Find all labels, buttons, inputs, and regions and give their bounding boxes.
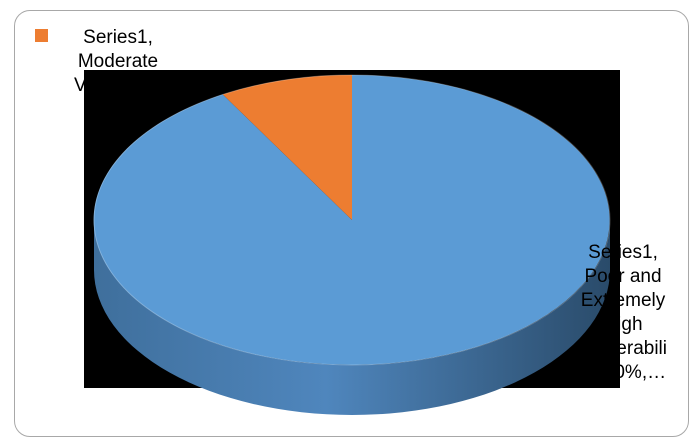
pie-top-rim — [93, 74, 611, 366]
data-label-high-vulnerability: Series1, Poor and Extremely High Vulnera… — [578, 242, 667, 383]
legend-marker-series1 — [35, 29, 48, 42]
pie-side — [94, 220, 610, 415]
pie-slice-moderate-vulnerability — [222, 74, 352, 220]
data-label-moderate-vulnerability: Series1, Moderate Vulnerabili ty, 10%, 1… — [73, 27, 162, 144]
pie-slice-high-vulnerability — [93, 75, 610, 365]
